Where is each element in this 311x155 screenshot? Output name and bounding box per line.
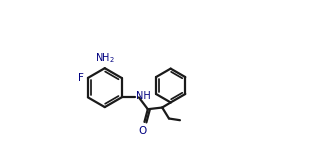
Text: F: F (78, 73, 84, 83)
Text: NH$_2$: NH$_2$ (95, 51, 115, 65)
Text: NH: NH (136, 91, 151, 101)
Text: O: O (139, 126, 147, 136)
